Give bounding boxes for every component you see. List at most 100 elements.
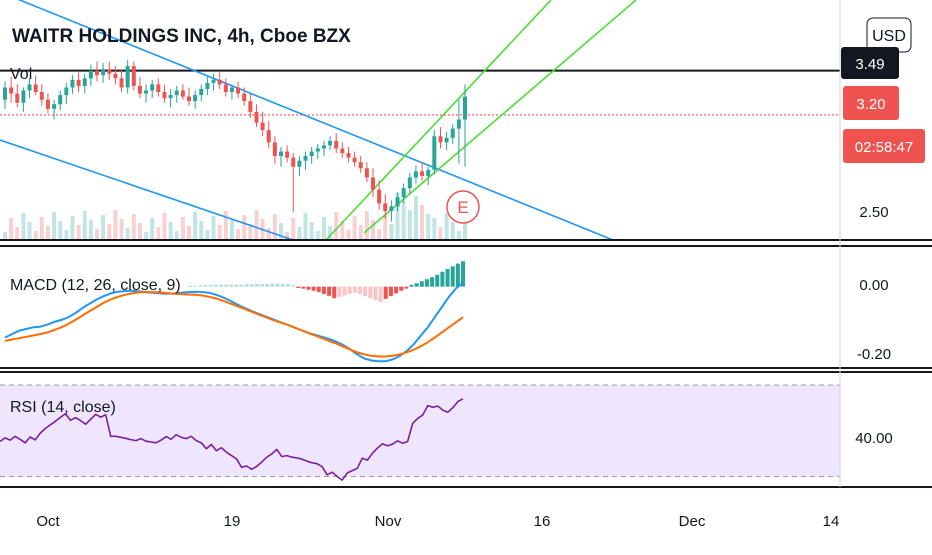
macd-histogram-bar <box>446 269 450 287</box>
candle-body <box>28 84 32 90</box>
volume-bar <box>371 220 375 240</box>
candle-body <box>89 71 93 79</box>
macd-histogram-bar <box>188 286 192 287</box>
volume-bar <box>304 213 308 240</box>
candle-body <box>285 152 289 158</box>
macd-histogram-bar <box>281 284 285 287</box>
candle-body <box>21 91 25 103</box>
volume-bar <box>15 227 19 240</box>
volume-bar <box>187 226 191 240</box>
candle-body <box>205 83 209 89</box>
candle-body <box>3 87 7 99</box>
candle-body <box>346 153 350 158</box>
last-price-badge: 3.49 <box>841 47 899 79</box>
candle-body <box>58 95 62 104</box>
volume-bar <box>46 226 50 240</box>
volume-bar <box>414 196 418 240</box>
volume-bar <box>365 211 369 240</box>
volume-bar <box>58 221 62 240</box>
currency-button[interactable]: USD <box>867 18 911 52</box>
candle-body <box>316 148 320 151</box>
macd-histogram-bar <box>379 287 383 302</box>
candle-body <box>322 145 326 148</box>
candle-body <box>396 197 400 206</box>
candle-body <box>175 91 179 96</box>
candle-body <box>187 97 191 102</box>
volume-bar <box>150 218 154 240</box>
volume-bar <box>346 230 350 240</box>
candle-body <box>328 141 332 146</box>
candle-body <box>353 158 357 163</box>
volume-bar <box>144 232 148 240</box>
volume-bar <box>254 210 258 240</box>
candle-body <box>169 95 173 98</box>
macd-histogram-bar <box>435 275 439 287</box>
macd-histogram-bar <box>193 286 197 287</box>
downtrend-line-lower <box>0 140 293 240</box>
candle-body <box>267 130 271 142</box>
macd-histogram-bar <box>224 285 228 287</box>
earnings-marker[interactable]: E <box>447 191 479 223</box>
volume-bar <box>457 231 461 240</box>
macd-histogram-bar <box>353 287 357 293</box>
macd-histogram-bar <box>420 281 424 286</box>
volume-bar <box>3 232 7 240</box>
volume-bar <box>77 225 81 240</box>
earnings-marker-label: E <box>457 198 468 217</box>
macd-histogram-bar <box>373 287 377 301</box>
volume-bar <box>138 223 142 240</box>
volume-bar <box>132 214 136 240</box>
macd-histogram-bar <box>368 287 372 299</box>
macd-histogram-bar <box>286 284 290 287</box>
macd-histogram-bar <box>399 287 403 291</box>
candle-body <box>408 177 412 188</box>
volume-bar <box>279 223 283 240</box>
time-tick-label: 14 <box>823 513 840 530</box>
volume-bar <box>34 231 38 240</box>
candle-body <box>34 84 38 92</box>
volume-bar <box>89 220 93 240</box>
volume-bar <box>169 222 173 240</box>
macd-histogram-bar <box>343 287 347 296</box>
candle-body <box>359 162 363 168</box>
macd-histogram-bar <box>312 287 316 291</box>
macd-histogram-bar <box>332 287 336 299</box>
candle-body <box>52 104 56 109</box>
chart-title: WAITR HOLDINGS INC, 4h, Cboe BZX <box>12 26 351 47</box>
candle-body <box>389 206 393 211</box>
candles-layer <box>3 60 467 222</box>
volume-bar <box>359 225 363 240</box>
macd-histogram-bar <box>276 284 280 287</box>
macd-histogram-bar <box>389 287 393 296</box>
macd-histogram-bar <box>270 284 274 287</box>
macd-histogram-bar <box>440 272 444 287</box>
volume-bar <box>451 222 455 240</box>
candle-body <box>224 84 228 92</box>
macd-histogram-bar <box>425 279 429 286</box>
time-tick-label: Dec <box>679 513 706 530</box>
candle-body <box>218 80 222 85</box>
rsi-tick-label: 40.00 <box>855 430 893 447</box>
currency-button-label: USD <box>872 28 906 45</box>
last-price-label: 3.49 <box>855 56 884 73</box>
macd-histogram-bar <box>327 287 331 296</box>
time-tick-label: Nov <box>375 513 402 530</box>
macd-histogram-bar <box>306 287 310 290</box>
candle-body <box>120 78 124 87</box>
volume-bar <box>199 221 203 240</box>
candle-body <box>402 188 406 197</box>
volume-bar <box>402 201 406 240</box>
volume-bar <box>52 212 56 240</box>
candle-body <box>310 152 314 157</box>
volume-bar <box>389 224 393 240</box>
rsi-legend: RSI (14, close) <box>10 399 116 416</box>
candle-body <box>254 112 258 123</box>
macd-histogram-bar <box>451 266 455 286</box>
volume-bar <box>438 227 442 240</box>
macd-histogram-bar <box>296 287 300 288</box>
volume-bar <box>383 215 387 240</box>
candle-body <box>463 97 467 120</box>
time-tick-label: 16 <box>534 513 551 530</box>
candle-body <box>138 86 142 94</box>
macd-histogram-bar <box>229 285 233 287</box>
